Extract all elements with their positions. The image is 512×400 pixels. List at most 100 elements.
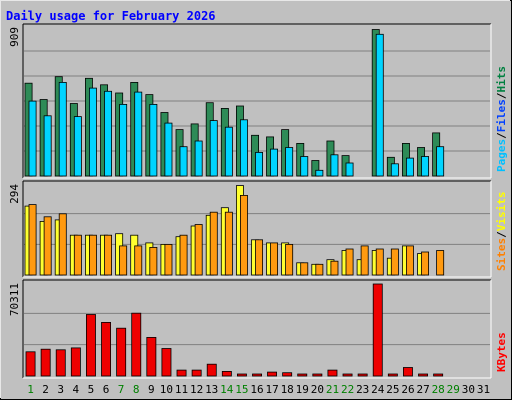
bar-kbytes-day-22 [342,373,353,377]
x-tick-day-5: 5 [88,383,95,396]
bar-sites-day-25 [390,248,399,276]
bar-sites-day-10 [164,243,173,276]
x-tick-day-27: 27 [416,383,429,396]
bar-pages-day-2 [43,115,52,177]
bar-kbytes-day-23 [357,373,368,377]
bar-sites-day-18 [285,243,294,276]
legend-hits_files_pages: Pages/Files/Hits [495,66,508,172]
bar-kbytes-day-25 [387,373,398,377]
y-max-label: 294 [8,184,21,204]
bar-sites-day-16 [255,239,263,276]
bar-kbytes-day-24 [372,283,383,377]
bar-sites-day-2 [43,216,52,276]
bar-pages-day-15 [239,119,248,177]
legend-separator: / [495,92,508,99]
bar-pages-day-4 [73,116,82,177]
legend-visits_sites: Sites/Visits [495,192,508,272]
legend-item-hits: Hits [495,66,508,93]
bar-kbytes-day-18 [282,372,293,377]
bar-pages-day-12 [194,140,203,177]
chart-title: Daily usage for February 2026 [6,9,216,23]
x-tick-day-24: 24 [371,383,385,396]
bar-kbytes-day-10 [161,348,172,377]
panel-visits_sites: 294 Sites/Visits [8,180,508,278]
bar-pages-day-5 [89,87,97,177]
x-tick-day-25: 25 [386,383,399,396]
x-tick-day-17: 17 [265,383,278,396]
x-tick-day-14: 14 [220,383,234,396]
bar-kbytes-day-13 [206,363,217,377]
x-tick-day-29: 29 [447,383,460,396]
x-tick-day-1: 1 [27,383,34,396]
chart-panels: 909Pages/Files/Hits294Sites/Visits70311K… [8,23,508,396]
x-tick-day-10: 10 [160,383,173,396]
bar-pages-day-28 [436,146,445,177]
bar-pages-day-9 [149,104,158,177]
bar-kbytes-day-19 [297,373,308,377]
y-max-label: 909 [8,27,21,47]
bar-sites-day-1 [28,204,37,276]
bar-pages-day-18 [285,147,294,177]
bar-sites-day-27 [421,251,429,276]
bar-pages-day-16 [255,151,263,177]
x-tick-day-21: 21 [326,383,339,396]
x-tick-day-30: 30 [462,383,475,396]
legend-item-sites: Sites [495,238,508,271]
bar-kbytes-day-9 [146,336,157,377]
bar-pages-day-25 [390,163,399,177]
bar-kbytes-day-16 [252,373,263,377]
bar-sites-day-14 [224,211,233,276]
bar-pages-day-22 [345,162,354,177]
bar-pages-day-7 [119,104,128,177]
bar-sites-day-4 [73,234,82,276]
bar-sites-day-20 [315,263,324,276]
legend-separator: / [495,132,508,139]
x-tick-day-4: 4 [72,383,79,396]
bar-kbytes-day-4 [70,347,81,377]
bar-hits-day-20 [311,160,320,177]
bar-kbytes-day-17 [267,371,278,377]
bar-pages-day-24 [375,33,384,177]
bar-sites-day-17 [270,242,278,276]
bar-pages-day-26 [405,157,414,177]
bar-sites-day-28 [436,250,445,276]
bar-pages-day-6 [104,90,112,177]
bar-sites-day-7 [119,245,128,276]
bar-pages-day-8 [134,91,143,177]
legend-item-visits: Visits [495,192,508,232]
bar-sites-day-21 [330,260,339,276]
x-tick-day-22: 22 [341,383,354,396]
bar-kbytes-day-20 [312,373,323,377]
legend-item-files: Files [495,99,508,132]
bar-pages-day-11 [179,146,188,177]
bar-kbytes-day-12 [191,369,202,377]
x-tick-day-12: 12 [190,383,203,396]
x-tick-day-6: 6 [103,383,110,396]
bar-kbytes-day-11 [176,369,187,377]
bar-sites-day-24 [375,248,384,276]
bar-kbytes-day-7 [116,327,127,377]
bar-kbytes-day-6 [101,321,112,377]
bar-pages-day-13 [209,120,218,177]
bar-kbytes-day-15 [236,373,247,377]
legend-item-kbytes: KBytes [495,332,508,372]
bar-sites-day-5 [89,234,97,276]
x-tick-day-2: 2 [42,383,49,396]
bar-sites-day-15 [239,194,248,276]
x-tick-day-26: 26 [401,383,414,396]
legend-separator: / [495,231,508,238]
bar-sites-day-6 [104,234,112,276]
bar-pages-day-27 [421,156,429,177]
x-tick-day-31: 31 [477,383,490,396]
x-tick-day-9: 9 [148,383,155,396]
bar-pages-day-3 [58,82,67,177]
y-max-label: 70311 [8,283,21,316]
x-tick-day-28: 28 [432,383,445,396]
bar-sites-day-23 [360,245,369,276]
x-tick-day-3: 3 [57,383,64,396]
legend-item-pages: Pages [495,139,508,172]
bar-sites-day-9 [149,246,158,276]
bar-pages-day-21 [330,154,339,177]
bar-kbytes-day-26 [402,367,413,377]
bar-pages-day-14 [224,126,233,177]
